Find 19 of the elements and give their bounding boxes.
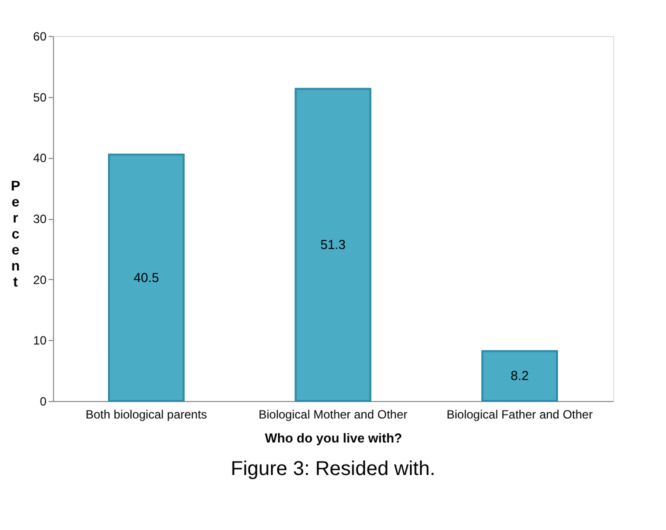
caption: Figure 3: Resided with. [230, 458, 436, 480]
x-tick-label: Both biological parents [86, 408, 208, 422]
y-tick-label: 50 [33, 90, 47, 104]
y-tick-label: 0 [40, 394, 47, 408]
bar [294, 88, 372, 402]
y-tick-label: 20 [33, 272, 47, 287]
y-tick-label: 60 [33, 30, 47, 44]
data-label: 8.2 [510, 368, 529, 384]
bar [108, 154, 185, 402]
bar [481, 350, 558, 402]
x-tick-label: Biological Mother and Other [258, 408, 408, 422]
y-tick-label: 30 [33, 212, 47, 226]
y-axis-title: Percent [10, 178, 20, 290]
x-axis-title: Who do you live with? [264, 430, 402, 446]
y-tick-label: 10 [33, 334, 47, 348]
y-tick-label: 40 [33, 151, 47, 166]
data-label: 40.5 [134, 270, 159, 285]
data-label: 51.3 [320, 236, 346, 252]
x-tick-label: Biological Father and Other [446, 408, 593, 422]
